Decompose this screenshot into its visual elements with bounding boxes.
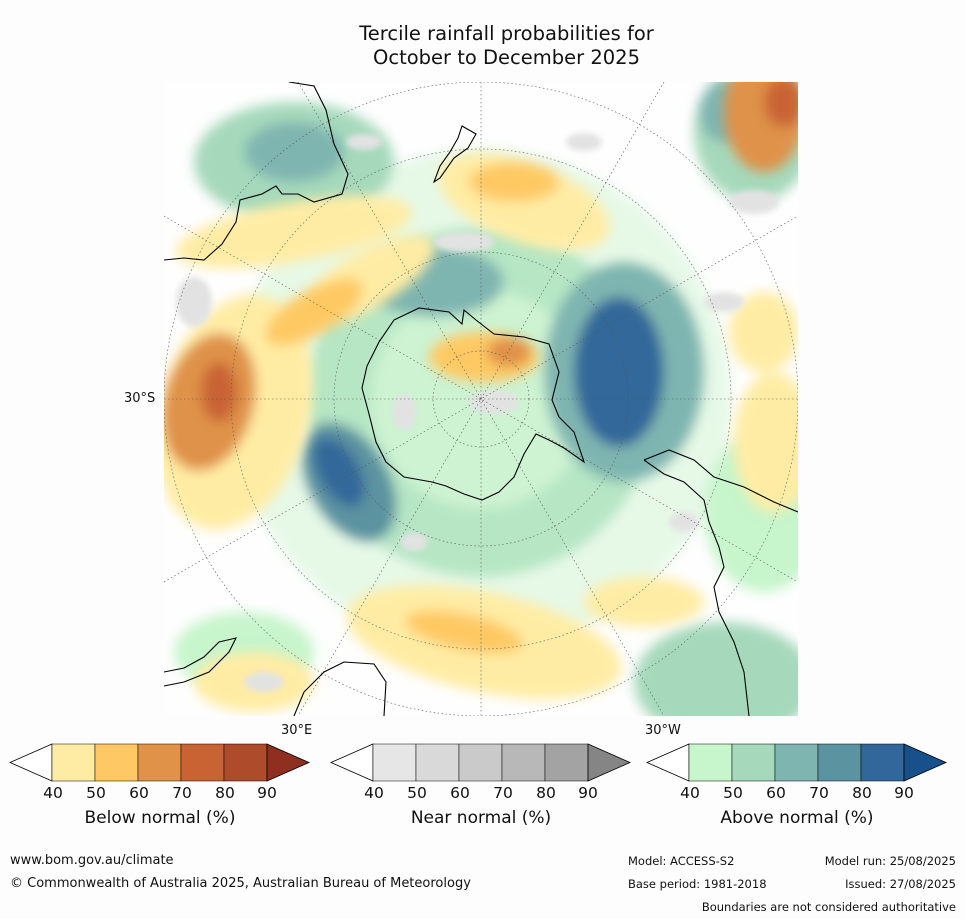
colorbar-segment (137, 743, 182, 782)
colorbar-over-triangle (266, 743, 310, 782)
footer-base-period: Base period: 1981-2018 (628, 877, 767, 891)
colorbar-under-triangle (9, 743, 53, 782)
africa-coast (164, 637, 387, 716)
colorbar-segment (544, 743, 589, 782)
below-normal-field (164, 82, 798, 712)
title-line-2: October to December 2025 (373, 46, 640, 69)
footer-disclaimer: Boundaries are not considered authoritat… (701, 900, 956, 914)
tick-label: 60 (450, 784, 470, 802)
tick-label: 70 (172, 784, 192, 802)
map-title: Tercile rainfall probabilities for Octob… (0, 22, 965, 70)
colorbar-over-triangle (587, 743, 631, 782)
tick-label: 80 (852, 784, 872, 802)
title-line-1: Tercile rainfall probabilities for (359, 22, 654, 45)
colorbar-segment (94, 743, 139, 782)
tick-label: 90 (894, 784, 914, 802)
colorbar-under-triangle (330, 743, 374, 782)
longitude-label-30e: 30°E (281, 723, 313, 738)
footer-copyright: © Commonwealth of Australia 2025, Austra… (10, 876, 471, 891)
tick-label: 90 (257, 784, 277, 802)
colorbar-segment (415, 743, 460, 782)
new-zealand-coast (432, 125, 477, 184)
tick-label: 60 (129, 784, 149, 802)
colorbar-segment (688, 743, 733, 782)
near-normal-field (176, 133, 779, 692)
tick-label: 50 (86, 784, 106, 802)
graticule (164, 82, 798, 716)
colorbar-above-title: Above normal (%) (720, 808, 874, 828)
south-america-coast (643, 449, 798, 716)
colorbar-segment (223, 743, 268, 782)
tick-label: 40 (680, 784, 700, 802)
footer-issued: Issued: 27/08/2025 (845, 877, 956, 891)
colorbar-segment (372, 743, 417, 782)
colorbar-segment (774, 743, 819, 782)
colorbar-above-normal (646, 743, 947, 782)
footer-model: Model: ACCESS-S2 (628, 854, 735, 868)
colorbar-near-normal-svg (330, 743, 631, 782)
colorbar-near-title: Near normal (%) (410, 808, 552, 828)
colorbar-over-triangle (903, 743, 947, 782)
tick-label: 70 (493, 784, 513, 802)
polar-map (164, 82, 798, 716)
tick-label: 80 (536, 784, 556, 802)
colorbar-near-normal (330, 743, 631, 782)
tick-label: 60 (766, 784, 786, 802)
colorbar-segment (731, 743, 776, 782)
tick-label: 70 (809, 784, 829, 802)
footer-website: www.bom.gov.au/climate (10, 853, 174, 868)
colorbar-segment (817, 743, 862, 782)
longitude-label-30w: 30°W (645, 723, 681, 738)
footer-model-run: Model run: 25/08/2025 (824, 854, 956, 868)
tick-label: 50 (407, 784, 427, 802)
tick-label: 40 (364, 784, 384, 802)
tick-label: 50 (723, 784, 743, 802)
australia-coast (164, 82, 349, 261)
colorbar-segment (501, 743, 546, 782)
colorbar-segment (51, 743, 96, 782)
tick-label: 80 (215, 784, 235, 802)
tick-label: 90 (578, 784, 598, 802)
colorbar-below-normal-svg (9, 743, 310, 782)
colorbar-below-normal (9, 743, 310, 782)
colorbar-below-title: Below normal (%) (84, 808, 236, 828)
colorbar-above-normal-svg (646, 743, 947, 782)
colorbar-under-triangle (646, 743, 690, 782)
colorbar-segment (180, 743, 225, 782)
latitude-label-30s: 30°S (124, 391, 156, 406)
colorbar-segment (860, 743, 905, 782)
colorbar-segment (458, 743, 503, 782)
tick-label: 40 (43, 784, 63, 802)
polar-map-svg (164, 82, 798, 716)
coastlines (164, 82, 798, 716)
antarctica-coast (361, 307, 586, 501)
